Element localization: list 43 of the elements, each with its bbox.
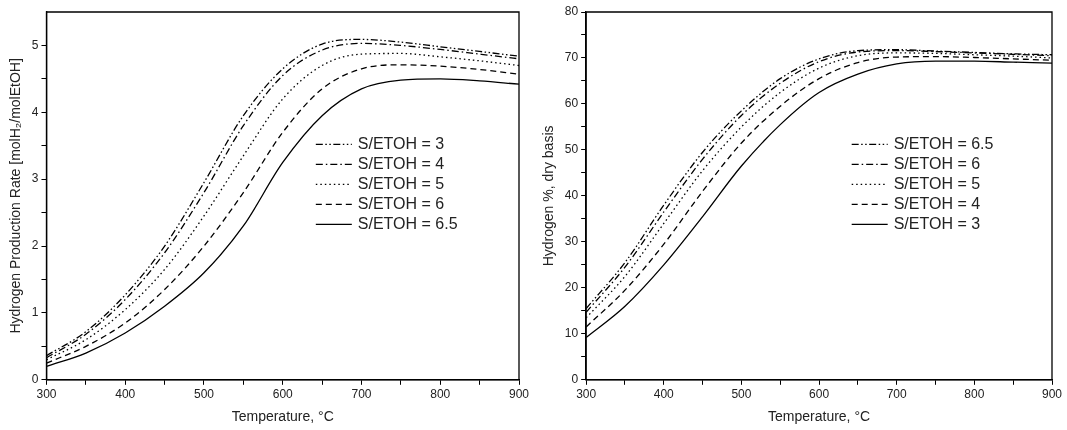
- legend-label: S/ETOH = 6: [893, 154, 981, 172]
- legend-label: S/ETOH = 3: [357, 134, 445, 152]
- x-tick-label: 300: [576, 387, 597, 402]
- y-tick-label: 30: [564, 234, 579, 249]
- y-tick-label: 50: [564, 142, 579, 157]
- x-tick-label: 400: [653, 387, 675, 402]
- y-tick-label: 20: [564, 280, 579, 295]
- x-tick-label: 600: [272, 387, 294, 402]
- legend-label: S/ETOH = 6: [357, 194, 445, 212]
- x-axis-title: Temperature, °C: [768, 408, 871, 425]
- x-tick-label: 800: [964, 387, 985, 402]
- legend-label: S/ETOH = 5: [357, 174, 445, 192]
- x-tick-label: 800: [430, 387, 451, 402]
- x-tick-label: 300: [36, 387, 57, 402]
- x-tick-label: 600: [809, 387, 830, 402]
- y-tick-label: 0: [31, 372, 39, 387]
- legend-label: S/ETOH = 6.5: [893, 134, 994, 152]
- y-axis-title: Hydrogen Production Rate [molH₂/molEtOH]: [7, 58, 24, 334]
- x-tick-label: 700: [351, 387, 372, 402]
- x-tick-label: 900: [508, 387, 530, 402]
- y-tick-label: 1: [31, 305, 39, 320]
- y-axis-title: Hydrogen %, dry basis: [540, 125, 557, 267]
- x-axis-title: Temperature, °C: [231, 408, 334, 425]
- y-tick-label: 80: [564, 4, 579, 19]
- x-tick-label: 400: [115, 387, 136, 402]
- x-tick-label: 700: [886, 387, 908, 402]
- y-tick-label: 40: [564, 188, 579, 203]
- y-tick-label: 5: [31, 37, 39, 52]
- legend-label: S/ETOH = 4: [893, 194, 981, 212]
- x-tick-label: 500: [193, 387, 215, 402]
- x-tick-label: 900: [1041, 387, 1063, 402]
- y-tick-label: 3: [31, 171, 39, 186]
- y-tick-label: 0: [571, 372, 579, 387]
- y-tick-label: 2: [31, 238, 39, 253]
- legend-label: S/ETOH = 5: [893, 174, 981, 192]
- y-tick-label: 70: [564, 50, 579, 65]
- legend-label: S/ETOH = 3: [893, 214, 981, 232]
- x-tick-label: 500: [731, 387, 752, 402]
- y-tick-label: 60: [564, 96, 579, 111]
- legend-label: S/ETOH = 4: [357, 154, 445, 172]
- legend-label: S/ETOH = 6.5: [357, 214, 458, 232]
- y-tick-label: 10: [564, 326, 579, 341]
- y-tick-label: 4: [31, 104, 39, 119]
